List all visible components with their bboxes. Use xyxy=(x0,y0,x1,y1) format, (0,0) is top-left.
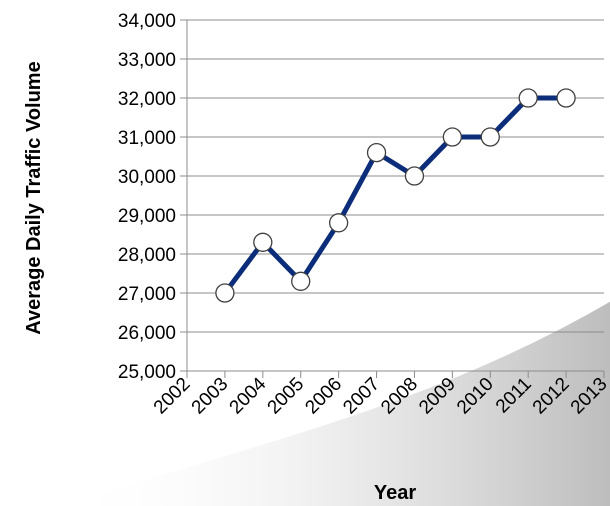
y-tick-label: 34,000 xyxy=(118,11,176,32)
x-axis-title: Year xyxy=(374,482,416,504)
y-tick-label: 28,000 xyxy=(118,245,176,266)
y-tick-label: 29,000 xyxy=(118,206,176,227)
data-point xyxy=(328,213,349,233)
y-tick-label: 25,000 xyxy=(118,362,176,383)
data-point xyxy=(556,88,576,108)
x-tick-label: 2004 xyxy=(226,373,271,418)
y-tick-label: 27,000 xyxy=(118,284,176,305)
x-tick-label: 2005 xyxy=(264,374,309,419)
data-point xyxy=(366,142,387,163)
data-point xyxy=(480,127,500,147)
background-swoosh xyxy=(60,300,610,506)
data-point xyxy=(253,232,273,252)
data-point xyxy=(518,88,538,108)
x-tick-label: 2003 xyxy=(188,374,233,419)
y-axis-title: Average Daily Traffic Volume xyxy=(23,61,45,334)
series-line xyxy=(222,95,569,296)
y-tick-label: 26,000 xyxy=(118,323,176,344)
y-tick-label: 32,000 xyxy=(118,89,176,110)
gridlines xyxy=(187,19,604,333)
y-tick-label: 31,000 xyxy=(118,128,176,149)
data-series xyxy=(215,88,576,303)
axes xyxy=(180,19,605,378)
y-tick-label: 33,000 xyxy=(118,50,176,71)
data-point xyxy=(291,271,311,291)
y-tick-labels: 25,000 26,000 27,000 28,000 29,000 30,000 31,0… xyxy=(118,11,176,383)
data-point xyxy=(404,166,425,186)
y-tick-label: 30,000 xyxy=(118,167,176,188)
x-tick-label: 2006 xyxy=(301,374,346,419)
data-point xyxy=(442,127,463,147)
data-point xyxy=(215,283,235,303)
background-swoosh-edge xyxy=(59,298,610,506)
